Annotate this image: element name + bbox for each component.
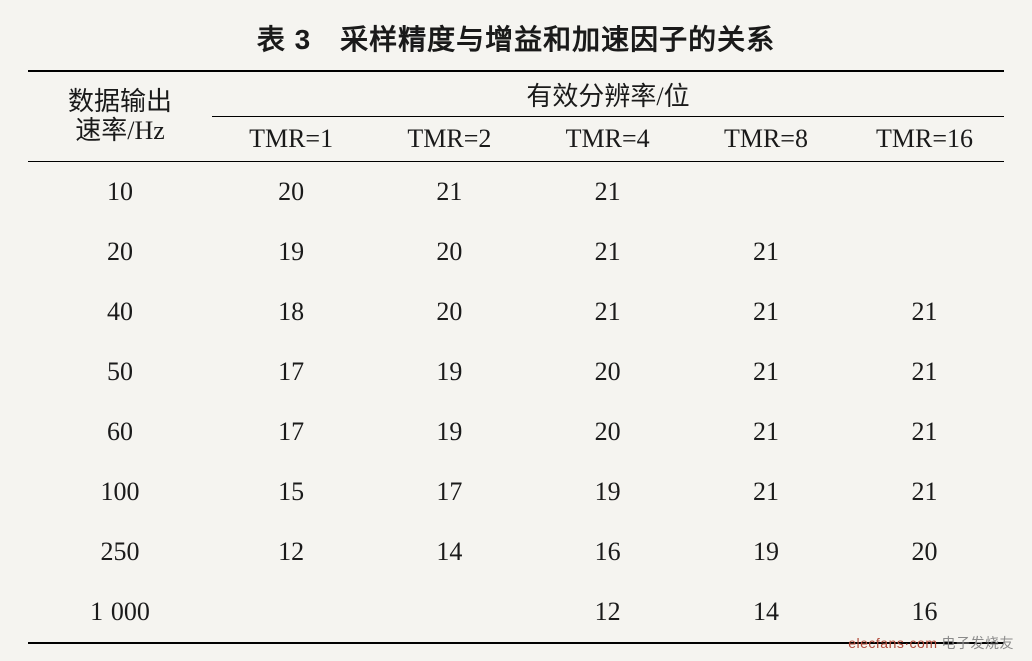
value-cell: 19 bbox=[529, 462, 687, 522]
table-row: 10 20 21 21 bbox=[28, 162, 1004, 223]
value-cell bbox=[212, 582, 370, 643]
value-cell: 16 bbox=[529, 522, 687, 582]
value-cell: 17 bbox=[212, 402, 370, 462]
value-cell: 21 bbox=[845, 342, 1004, 402]
rate-cell: 100 bbox=[28, 462, 212, 522]
row-header-line2-unit: /Hz bbox=[127, 116, 165, 145]
value-cell: 21 bbox=[370, 162, 528, 223]
value-cell: 20 bbox=[529, 342, 687, 402]
row-header-line1: 数据输出 bbox=[28, 88, 212, 117]
value-cell: 20 bbox=[845, 522, 1004, 582]
value-cell: 21 bbox=[845, 282, 1004, 342]
value-cell: 17 bbox=[212, 342, 370, 402]
value-cell: 21 bbox=[529, 162, 687, 223]
value-cell: 14 bbox=[370, 522, 528, 582]
rate-cell: 20 bbox=[28, 222, 212, 282]
table-container: 表 3 采样精度与增益和加速因子的关系 数据输出 速率/Hz 有效分辨率/位 T… bbox=[0, 0, 1032, 644]
value-cell: 21 bbox=[687, 222, 845, 282]
table-row: 50 17 19 20 21 21 bbox=[28, 342, 1004, 402]
value-cell: 20 bbox=[370, 222, 528, 282]
header-row-1: 数据输出 速率/Hz 有效分辨率/位 bbox=[28, 71, 1004, 117]
value-cell bbox=[845, 162, 1004, 223]
value-cell: 19 bbox=[687, 522, 845, 582]
value-cell: 19 bbox=[212, 222, 370, 282]
table-row: 20 19 20 21 21 bbox=[28, 222, 1004, 282]
col-header-tmr2: TMR=2 bbox=[370, 117, 528, 162]
value-cell: 21 bbox=[529, 222, 687, 282]
value-cell: 17 bbox=[370, 462, 528, 522]
precision-table: 数据输出 速率/Hz 有效分辨率/位 TMR=1 TMR=2 TMR=4 TMR… bbox=[28, 70, 1004, 644]
rate-cell: 40 bbox=[28, 282, 212, 342]
value-cell bbox=[845, 222, 1004, 282]
col-header-tmr4: TMR=4 bbox=[529, 117, 687, 162]
watermark-en: elecfans·com bbox=[848, 635, 937, 651]
value-cell: 20 bbox=[529, 402, 687, 462]
value-cell: 15 bbox=[212, 462, 370, 522]
value-cell: 12 bbox=[212, 522, 370, 582]
value-cell: 18 bbox=[212, 282, 370, 342]
col-header-tmr8: TMR=8 bbox=[687, 117, 845, 162]
value-cell: 19 bbox=[370, 342, 528, 402]
watermark: elecfans·com 电子发烧友 bbox=[848, 633, 1014, 653]
value-cell: 20 bbox=[212, 162, 370, 223]
col-header-tmr1: TMR=1 bbox=[212, 117, 370, 162]
value-cell bbox=[370, 582, 528, 643]
row-header-line2-cn: 速率 bbox=[75, 116, 127, 145]
value-cell: 21 bbox=[687, 462, 845, 522]
col-header-tmr16: TMR=16 bbox=[845, 117, 1004, 162]
rate-cell: 60 bbox=[28, 402, 212, 462]
rate-cell: 50 bbox=[28, 342, 212, 402]
rate-cell: 250 bbox=[28, 522, 212, 582]
table-row: 40 18 20 21 21 21 bbox=[28, 282, 1004, 342]
table-row: 100 15 17 19 21 21 bbox=[28, 462, 1004, 522]
watermark-cn: 电子发烧友 bbox=[942, 637, 1015, 652]
value-cell: 20 bbox=[370, 282, 528, 342]
table-title: 表 3 采样精度与增益和加速因子的关系 bbox=[28, 18, 1004, 58]
value-cell: 21 bbox=[529, 282, 687, 342]
value-cell: 21 bbox=[845, 462, 1004, 522]
value-cell: 21 bbox=[687, 402, 845, 462]
table-row: 250 12 14 16 19 20 bbox=[28, 522, 1004, 582]
value-cell bbox=[687, 162, 845, 223]
value-cell: 14 bbox=[687, 582, 845, 643]
group-header: 有效分辨率/位 bbox=[212, 71, 1004, 117]
row-header-line2: 速率/Hz bbox=[28, 117, 212, 146]
rate-cell: 10 bbox=[28, 162, 212, 223]
value-cell: 19 bbox=[370, 402, 528, 462]
row-header-cell: 数据输出 速率/Hz bbox=[28, 71, 212, 162]
table-row: 60 17 19 20 21 21 bbox=[28, 402, 1004, 462]
value-cell: 12 bbox=[529, 582, 687, 643]
value-cell: 21 bbox=[687, 282, 845, 342]
value-cell: 21 bbox=[687, 342, 845, 402]
rate-cell: 1000 bbox=[28, 582, 212, 643]
value-cell: 21 bbox=[845, 402, 1004, 462]
